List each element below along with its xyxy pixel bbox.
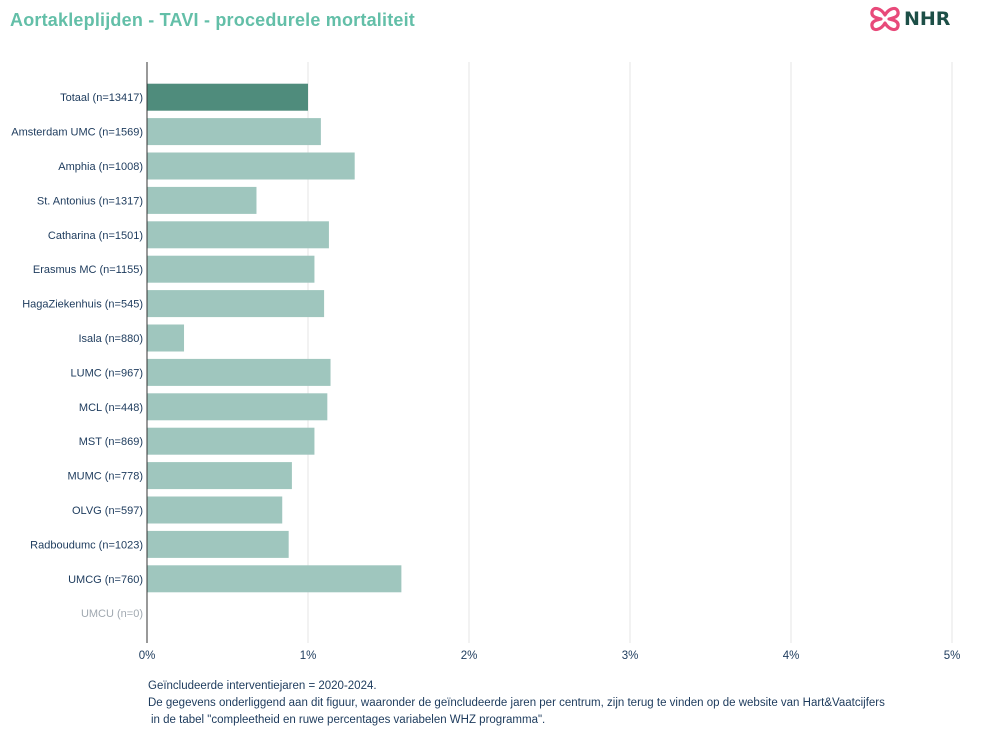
category-label: Isala (n=880) — [78, 333, 143, 345]
footnote: Geïncludeerde interventiejaren = 2020-20… — [148, 678, 988, 729]
category-label: Totaal (n=13417) — [60, 92, 143, 104]
bar — [147, 393, 328, 421]
x-tick-label: 5% — [944, 650, 961, 662]
category-label: UMCU (n=0) — [81, 608, 143, 620]
bar-chart: Totaal (n=13417) Amsterdam UMC (n=1569) Am… — [11, 62, 961, 662]
footnote-line-2: De gegevens onderliggend aan dit figuur,… — [148, 697, 885, 709]
category-label: HagaZiekenhuis (n=545) — [22, 299, 143, 311]
page-title: Aortakleplijden - TAVI - procedurele mor… — [10, 10, 415, 30]
category-label: LUMC (n=967) — [71, 367, 143, 379]
category-label: Catharina (n=1501) — [48, 230, 143, 242]
footnote-line-1: Geïncludeerde interventiejaren = 2020-20… — [148, 680, 377, 692]
category-label: Radboudumc (n=1023) — [30, 539, 143, 551]
bar — [147, 358, 331, 386]
bar-layer — [147, 83, 402, 593]
tick-label-layer: 0% 1% 2% 3% 4% 5% — [139, 650, 961, 662]
bar — [147, 565, 402, 593]
bar — [147, 290, 325, 318]
nhr-logo: NHR — [868, 2, 958, 36]
category-label: Erasmus MC (n=1155) — [33, 264, 143, 276]
x-tick-label: 4% — [783, 650, 800, 662]
x-tick-label: 2% — [461, 650, 478, 662]
category-label: Amsterdam UMC (n=1569) — [11, 127, 143, 139]
footnote-line-3: in de tabel "compleetheid en ruwe percen… — [151, 714, 546, 726]
x-tick-label: 0% — [139, 650, 156, 662]
bar — [147, 152, 355, 180]
category-label: MST (n=869) — [79, 436, 143, 448]
bar-total — [147, 83, 308, 111]
bar — [147, 255, 315, 283]
bar — [147, 324, 185, 352]
category-label: Amphia (n=1008) — [58, 161, 143, 173]
bar — [147, 118, 321, 146]
bar — [147, 496, 283, 524]
bar — [147, 427, 315, 455]
category-label: MUMC (n=778) — [68, 471, 144, 483]
category-label-layer: Totaal (n=13417) Amsterdam UMC (n=1569) Am… — [11, 92, 143, 620]
category-label: UMCG (n=760) — [68, 574, 143, 586]
bar — [147, 530, 289, 558]
nhr-heart-cross-icon — [870, 6, 900, 32]
category-label: St. Antonius (n=1317) — [37, 195, 143, 207]
logo-text: NHR — [904, 8, 951, 30]
category-label: OLVG (n=597) — [72, 505, 143, 517]
x-tick-label: 1% — [300, 650, 317, 662]
bar — [147, 221, 329, 249]
bar — [147, 462, 292, 490]
x-tick-label: 3% — [622, 650, 639, 662]
category-label: MCL (n=448) — [79, 402, 143, 414]
grid-layer — [307, 62, 953, 643]
bar — [147, 186, 257, 214]
